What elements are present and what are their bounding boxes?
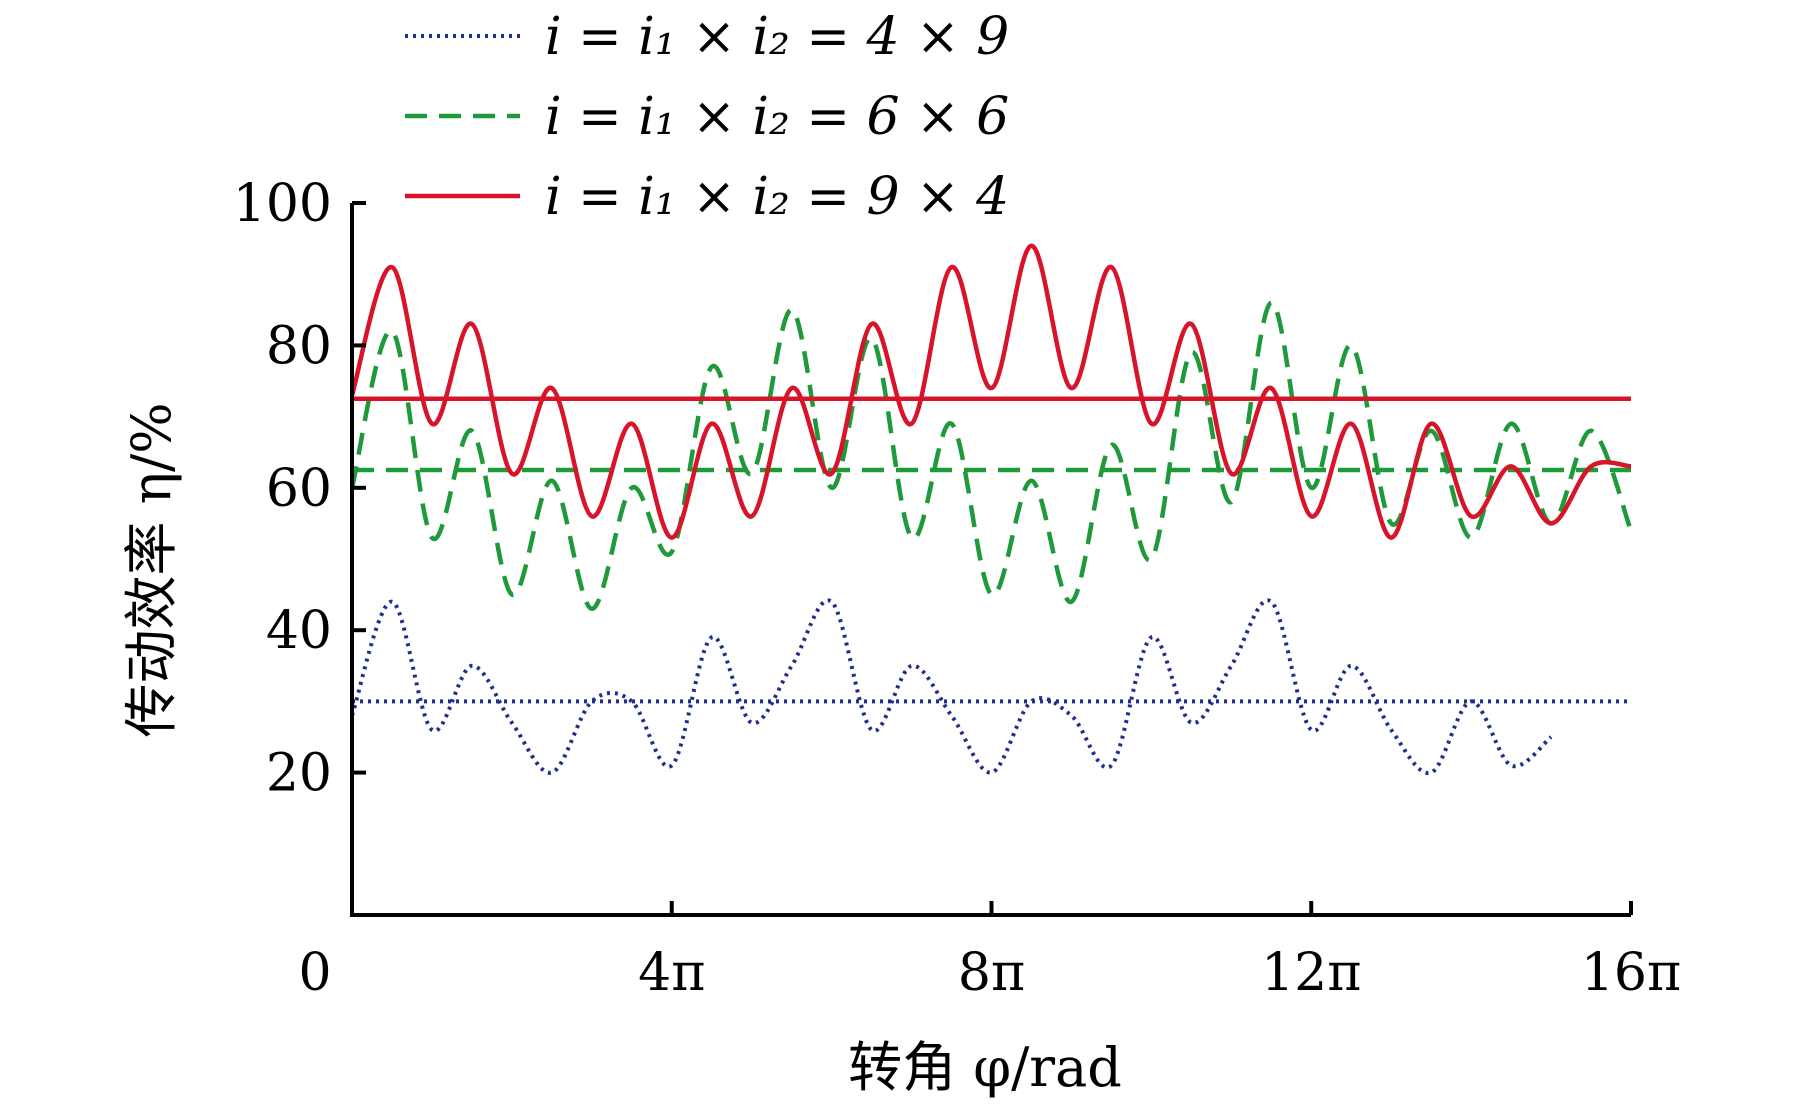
axes bbox=[350, 203, 1631, 917]
y-tick-label: 20 bbox=[266, 744, 332, 804]
x-tick-label: 0 bbox=[298, 943, 331, 1003]
y-tick-label: 80 bbox=[266, 316, 332, 376]
legend: i = i₁ × i₂ = 4 × 9 i = i₁ × i₂ = 6 × 6 i … bbox=[405, 7, 1009, 227]
series-line-dotted bbox=[350, 598, 1553, 775]
series-line-dashed bbox=[349, 300, 1634, 612]
plot-lines bbox=[349, 243, 1634, 775]
series-line-solid bbox=[349, 243, 1632, 540]
x-axis-title: 转角 φ/rad bbox=[848, 1036, 1122, 1099]
ticks: 0 4π 8π 12π 16π 20 40 60 80 100 bbox=[233, 174, 1681, 1003]
x-tick-label: 12π bbox=[1261, 943, 1361, 1003]
x-tick-label: 4π bbox=[638, 943, 705, 1003]
x-tick-label: 16π bbox=[1581, 943, 1681, 1003]
legend-label-dashed: i = i₁ × i₂ = 6 × 6 bbox=[545, 87, 1009, 147]
legend-label-solid: i = i₁ × i₂ = 9 × 4 bbox=[545, 167, 1009, 227]
y-tick-label: 100 bbox=[233, 174, 332, 234]
y-axis-title: 传动效率 η/% bbox=[120, 402, 183, 737]
y-tick-label: 40 bbox=[266, 601, 332, 661]
y-tick-label: 60 bbox=[266, 459, 332, 519]
x-tick-label: 8π bbox=[958, 943, 1025, 1003]
legend-label-dotted: i = i₁ × i₂ = 4 × 9 bbox=[545, 7, 1009, 67]
